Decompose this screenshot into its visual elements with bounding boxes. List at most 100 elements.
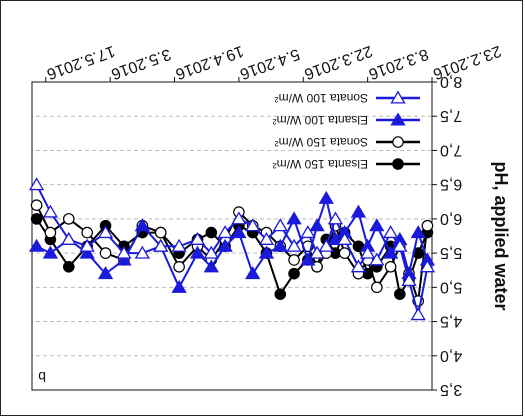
data-point [394,288,406,300]
data-point [350,259,367,273]
legend-label: Elsanta 150 W/m² [273,157,368,171]
data-point [359,245,376,259]
series-sonata-100-w-m- [28,177,436,321]
data-point [392,158,404,170]
data-point [390,112,406,126]
data-point [116,245,132,259]
data-point [274,288,287,300]
data-point [382,225,399,239]
data-point [392,136,404,148]
data-point [62,261,75,273]
data-point [231,211,247,225]
data-point [318,190,334,204]
y-tick-label: 4,0 [440,347,462,364]
data-point [258,245,275,259]
data-point [134,245,150,259]
data-point [171,279,187,293]
data-point [81,226,93,239]
y-tick-label: 6,5 [440,176,462,193]
data-point [392,238,408,252]
x-tick-label: 8.3.2016 [366,45,430,82]
y-axis-label: pH, applied water [491,161,511,310]
data-point [42,204,59,218]
data-point [318,238,334,252]
data-point [327,211,344,225]
series-layer [28,177,436,321]
x-tick-label: 5.4.2016 [237,45,301,82]
data-point [134,218,150,232]
data-point [286,238,302,252]
data-point [231,225,247,239]
data-point [189,245,206,259]
data-point [338,247,351,259]
data-point [173,261,185,273]
data-point [288,267,300,280]
legend-label: Elsanta 100 W/m² [273,113,368,127]
data-point [245,218,261,232]
data-point [286,211,302,225]
y-axis-ticks: 3,5 4,0 4,5 5,0 5,5 6,0 6,5 7,0 7,5 8,0 [432,73,462,398]
gridlines [32,115,432,357]
data-point [369,218,385,232]
data-point [309,218,325,232]
data-point [371,281,383,294]
data-point [217,238,233,252]
data-point [309,245,325,259]
data-point [203,259,219,273]
y-tick-label: 6,0 [440,210,462,227]
legend: Elsanta 150 W/m² Sonata 150 W/m² Elsanta 1… [273,90,420,171]
data-point [30,199,43,211]
legend-label: Sonata 100 W/m² [275,91,368,105]
y-tick-label: 5,5 [440,244,462,261]
data-point [79,238,95,252]
data-point [410,225,426,239]
data-point [384,261,397,273]
y-tick-label: 7,5 [440,107,462,124]
data-point [61,231,77,245]
data-point [369,252,385,266]
y-tick-label: 7,0 [440,141,462,158]
y-tick-label: 3,5 [440,381,462,398]
data-point [79,245,95,259]
data-point [258,231,275,245]
y-tick-label: 4,5 [440,313,462,330]
data-point [390,90,406,104]
x-tick-label: 17.5.2016 [44,42,117,82]
data-point [97,266,114,280]
data-point [28,238,45,252]
data-point [410,307,426,321]
data-point [217,225,233,239]
x-axis-ticks: 23.2.20168.3.201622.3.20165.4.201619.4.2… [44,42,503,82]
data-point [382,245,399,259]
x-tick-label: 23.2.2016 [431,42,504,82]
data-point [30,213,43,225]
x-tick-label: 3.5.2016 [109,45,173,82]
panel-label: b [38,369,46,385]
y-tick-label: 8,0 [440,73,462,90]
data-point [401,273,417,287]
data-point [171,238,187,252]
data-point [42,245,59,259]
data-point [116,252,132,266]
data-point [44,226,57,239]
data-point [337,231,353,245]
data-point [300,252,316,266]
data-point [419,259,436,273]
data-point [288,254,300,266]
data-point [99,247,112,259]
data-point [245,266,261,280]
y-tick-label: 5,0 [440,278,462,295]
data-point [272,238,288,252]
data-point [300,225,316,239]
data-point [62,213,75,225]
data-point [28,177,45,191]
data-point [203,245,219,259]
data-point [421,219,434,232]
data-point [272,218,288,232]
data-point [327,231,344,245]
legend-label: Sonata 150 W/m² [275,135,368,149]
series-line [35,184,429,315]
